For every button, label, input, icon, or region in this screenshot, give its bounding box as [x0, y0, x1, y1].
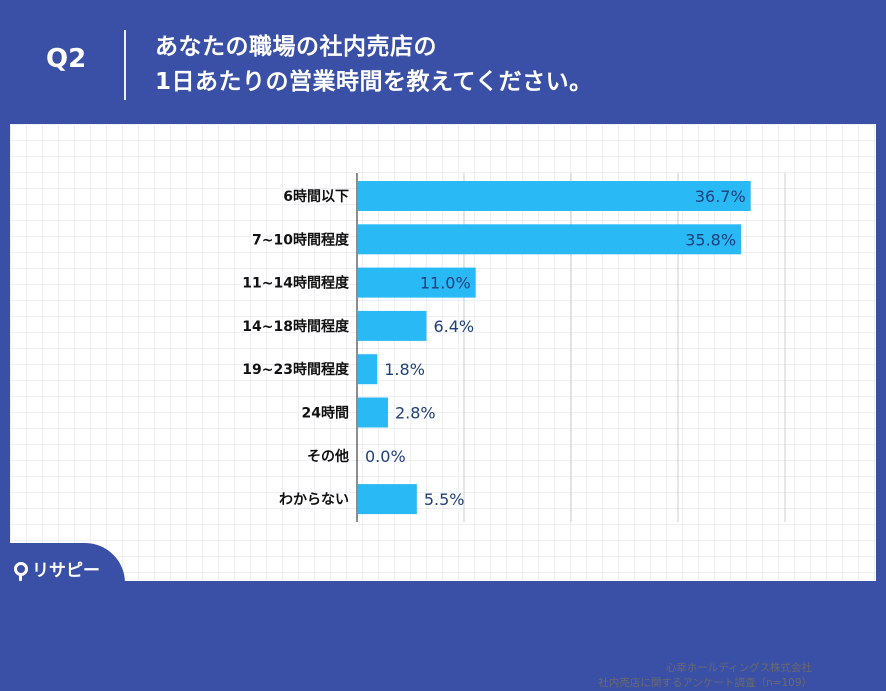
bar	[358, 181, 751, 211]
category-label: 6時間以下	[283, 188, 349, 205]
category-label: 11~14時間程度	[242, 275, 350, 292]
value-label: 6.4%	[433, 317, 474, 336]
value-label: 1.8%	[384, 360, 425, 379]
source-survey: 社内売店に関するアンケート調査（n=109）	[598, 677, 812, 689]
chart-panel: 6時間以下 36.7% 7~10時間程度 35.8% 11~14時間程度 11.0% 14~…	[10, 124, 876, 689]
header: Q2 あなたの職場の社内売店の 1日あたりの営業時間を教えてください。	[0, 0, 886, 120]
bar	[358, 310, 427, 341]
value-label: 11.0%	[420, 274, 471, 293]
source-company: 心幸ホールディングス株式会社	[665, 662, 812, 674]
value-label: 35.8%	[685, 230, 736, 249]
source-note: 心幸ホールディングス株式会社 社内売店に関するアンケート調査（n=109）	[598, 661, 812, 691]
question-label: Q2	[46, 44, 87, 74]
logo-text: リサピー	[32, 561, 100, 581]
category-label: 24時間	[302, 405, 349, 422]
bar	[358, 224, 742, 255]
bar	[358, 484, 417, 515]
value-label: 0.0%	[365, 447, 406, 466]
header-divider	[124, 30, 126, 100]
category-label: わからない	[279, 492, 349, 508]
category-label: 7~10時間程度	[252, 231, 350, 248]
value-label: 2.8%	[395, 404, 436, 423]
brand-logo: リサピー	[14, 556, 100, 581]
bar	[358, 397, 388, 428]
bar	[358, 267, 476, 298]
title-line-2: 1日あたりの営業時間を教えてください。	[155, 69, 593, 95]
page-title: あなたの職場の社内売店の 1日あたりの営業時間を教えてください。	[155, 30, 593, 100]
value-label: 36.7%	[695, 187, 746, 206]
category-label: その他	[307, 448, 349, 465]
value-label: 5.5%	[424, 490, 465, 509]
bar	[358, 354, 378, 385]
category-label: 14~18時間程度	[242, 318, 350, 335]
category-label: 19~23時間程度	[242, 361, 350, 378]
pin-icon	[14, 561, 28, 581]
bar-chart: 6時間以下 36.7% 7~10時間程度 35.8% 11~14時間程度 11.0% 14~…	[242, 173, 786, 522]
title-line-1: あなたの職場の社内売店の	[155, 34, 437, 60]
